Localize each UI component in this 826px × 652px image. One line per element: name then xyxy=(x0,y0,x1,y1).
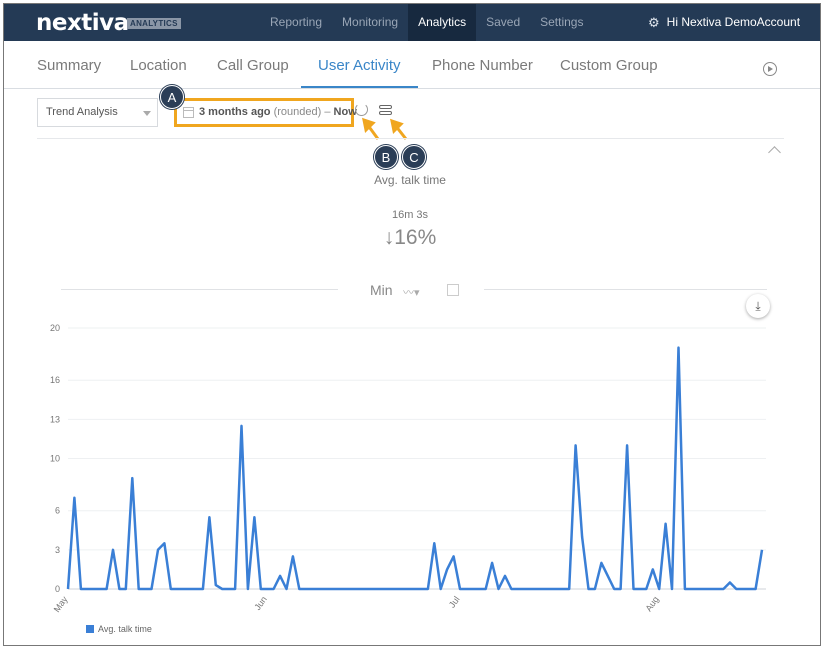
nav-analytics[interactable]: Analytics xyxy=(408,4,477,41)
legend-swatch xyxy=(86,625,94,633)
report-type-dropdown[interactable]: Trend Analysis xyxy=(37,98,158,127)
y-tick-label: 16 xyxy=(50,375,60,385)
legend-label: Avg. talk time xyxy=(98,624,152,634)
main-nav: Reporting Monitoring Analytics Saved Set… xyxy=(260,4,593,41)
trend-line-icon[interactable]: 〰▾ xyxy=(403,287,420,299)
report-type-value: Trend Analysis xyxy=(46,106,118,118)
calendar-icon xyxy=(183,107,194,118)
y-tick-label: 10 xyxy=(50,454,60,464)
play-icon[interactable] xyxy=(763,62,777,76)
chart-header-rule-right xyxy=(484,289,767,290)
divider xyxy=(37,138,784,139)
nav-saved[interactable]: Saved xyxy=(486,15,521,29)
nav-reporting[interactable]: Reporting xyxy=(270,15,323,29)
y-tick-label: 0 xyxy=(55,584,60,594)
y-tick-label: 6 xyxy=(55,506,60,516)
chevron-up-icon[interactable] xyxy=(768,146,781,159)
y-tick-label: 13 xyxy=(50,414,60,424)
nav-monitoring[interactable]: Monitoring xyxy=(342,15,399,29)
metric-change-value: 16% xyxy=(394,226,437,249)
tab-phone-number[interactable]: Phone Number xyxy=(432,57,533,74)
tab-call-group[interactable]: Call Group xyxy=(217,57,289,74)
date-end: Now xyxy=(333,106,357,118)
logo-badge: ANALYTICS xyxy=(127,18,181,29)
report-tabs: Summary Location Call Group User Activit… xyxy=(4,42,820,89)
compare-settings-icon[interactable] xyxy=(379,105,392,116)
date-qualifier: (rounded) xyxy=(273,106,322,118)
chart-header-rule-left xyxy=(61,289,338,290)
metric-value: 16m 3s xyxy=(391,209,429,221)
unit-label: Min xyxy=(370,282,393,298)
refresh-icon[interactable] xyxy=(355,103,368,116)
date-range-text: 3 months ago (rounded) – Now xyxy=(199,101,357,124)
date-separator: – xyxy=(324,106,331,118)
top-navbar: nextiva ANALYTICS Reporting Monitoring A… xyxy=(4,4,820,41)
y-tick-label: 3 xyxy=(55,545,60,555)
x-tick-label: Jun xyxy=(252,594,269,612)
y-tick-label: 20 xyxy=(50,323,60,333)
chart-legend[interactable]: Avg. talk time xyxy=(86,624,152,634)
series-line-avg-talk-time[interactable] xyxy=(66,346,764,591)
tab-custom-group[interactable]: Custom Group xyxy=(560,57,658,74)
x-tick-label: Jul xyxy=(447,594,462,609)
tab-location[interactable]: Location xyxy=(130,57,187,74)
metric-title: Avg. talk time xyxy=(374,173,446,187)
x-tick-label: May xyxy=(52,594,70,614)
app-window: nextiva ANALYTICS Reporting Monitoring A… xyxy=(3,3,821,646)
download-button[interactable]: ⤓ xyxy=(746,294,770,318)
date-range-picker[interactable]: 3 months ago (rounded) – Now xyxy=(174,98,357,127)
user-greeting: Hi Nextiva DemoAccount xyxy=(666,15,801,29)
expand-icon[interactable] xyxy=(447,284,459,296)
active-tab-indicator xyxy=(301,86,418,88)
nav-settings[interactable]: Settings xyxy=(540,15,584,29)
date-start: 3 months ago xyxy=(199,106,271,118)
callout-a: A xyxy=(160,85,184,109)
tab-user-activity[interactable]: User Activity xyxy=(318,57,401,74)
tab-summary[interactable]: Summary xyxy=(37,57,102,74)
metric-change: ↓16% xyxy=(304,226,516,250)
callout-c: C xyxy=(402,145,426,169)
download-icon: ⤓ xyxy=(755,299,761,313)
logo: nextiva xyxy=(36,10,129,36)
callout-b: B xyxy=(374,145,398,169)
arrow-down-icon: ↓ xyxy=(383,226,395,249)
gear-icon: ⚙ xyxy=(648,15,660,30)
user-menu[interactable]: ⚙ Hi Nextiva DemoAccount xyxy=(648,4,800,41)
line-chart: 0 3 6 10 13 16 20 May Jun Jul Aug xyxy=(50,323,766,614)
x-tick-label: Aug xyxy=(643,594,660,613)
chevron-down-icon xyxy=(143,111,151,116)
